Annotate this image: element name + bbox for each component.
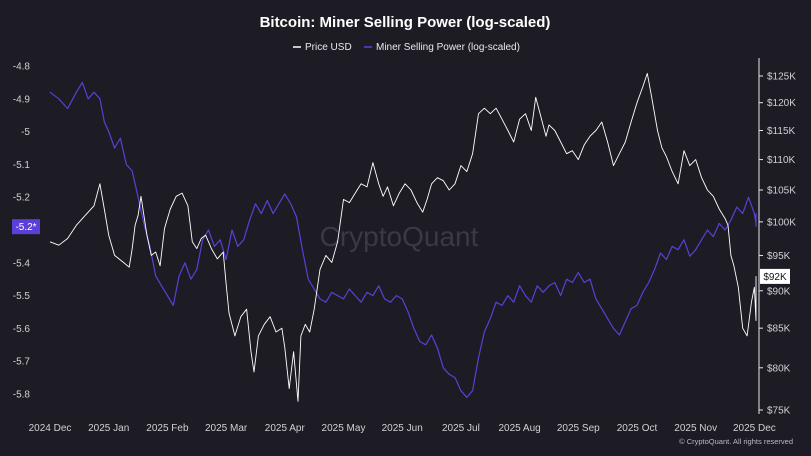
x-tick-label: 2025 Aug bbox=[498, 423, 540, 434]
x-tick-label: 2025 Jan bbox=[88, 423, 129, 434]
left-tick-label: -5.7 bbox=[13, 357, 31, 368]
right-tick-label: $85K bbox=[767, 324, 791, 335]
x-tick-label: 2024 Dec bbox=[29, 423, 72, 434]
x-tick-label: 2025 Apr bbox=[265, 423, 306, 434]
left-tick-label: -5.5 bbox=[13, 291, 31, 302]
current-left-badge: -5.2* bbox=[12, 219, 40, 235]
x-tick-label: 2025 Sep bbox=[557, 423, 600, 434]
x-tick-label: 2025 Dec bbox=[733, 423, 776, 434]
right-tick-label: $125K bbox=[767, 72, 796, 83]
left-tick-label: -5.8 bbox=[13, 390, 31, 401]
left-tick-label: -4.9 bbox=[13, 94, 31, 105]
chart-title: Bitcoin: Miner Selling Power (log-scaled… bbox=[260, 14, 551, 31]
x-tick-label: 2025 May bbox=[322, 423, 366, 434]
left-tick-label: -5.2 bbox=[13, 193, 31, 204]
right-tick-label: $95K bbox=[767, 251, 791, 262]
watermark: CryptoQuant bbox=[320, 221, 479, 252]
series-miner-selling-power bbox=[49, 81, 757, 398]
current-left-badge-bg bbox=[12, 219, 40, 235]
x-tick-label: 2025 Jul bbox=[442, 423, 480, 434]
current-right-value: $92K bbox=[763, 272, 787, 283]
right-tick-label: $110K bbox=[767, 155, 796, 166]
left-tick-label: -5.4 bbox=[13, 258, 31, 269]
right-tick-label: $115K bbox=[767, 126, 796, 137]
copyright: © CryptoQuant. All rights reserved bbox=[679, 437, 793, 446]
right-tick-label: $100K bbox=[767, 217, 796, 228]
right-tick-label: $90K bbox=[767, 286, 791, 297]
current-right-badge-bg bbox=[760, 268, 790, 284]
x-axis: 2024 Dec 2025 Jan 2025 Feb 2025 Mar 2025 Apr… bbox=[29, 423, 776, 434]
legend-msp-label: Miner Selling Power (log-scaled) bbox=[376, 42, 520, 53]
x-tick-label: 2025 Oct bbox=[617, 423, 658, 434]
left-tick-label: -5.6 bbox=[13, 324, 31, 335]
legend-price-label: Price USD bbox=[305, 42, 352, 53]
x-tick-label: 2025 Jun bbox=[382, 423, 423, 434]
legend: Price USD Miner Selling Power (log-scale… bbox=[293, 42, 520, 53]
right-tick-label: $80K bbox=[767, 363, 791, 374]
right-tick-label: $75K bbox=[767, 406, 791, 417]
right-tick-label: $105K bbox=[767, 185, 796, 196]
series-price-usd bbox=[49, 72, 757, 402]
left-tick-label: -4.8 bbox=[13, 62, 31, 73]
x-tick-label: 2025 Nov bbox=[674, 423, 717, 434]
x-tick-label: 2025 Feb bbox=[146, 423, 189, 434]
left-tick-label: -5 bbox=[21, 127, 30, 138]
current-right-badge: $92K bbox=[760, 268, 790, 284]
left-tick-label: -5.1 bbox=[13, 160, 31, 171]
right-tick-label: $120K bbox=[767, 98, 796, 109]
right-axis: $125K $120K $115K $110K $105K $100K $95K $90K $8… bbox=[759, 72, 796, 417]
current-left-value: -5.2* bbox=[15, 222, 36, 233]
x-tick-label: 2025 Mar bbox=[205, 423, 248, 434]
